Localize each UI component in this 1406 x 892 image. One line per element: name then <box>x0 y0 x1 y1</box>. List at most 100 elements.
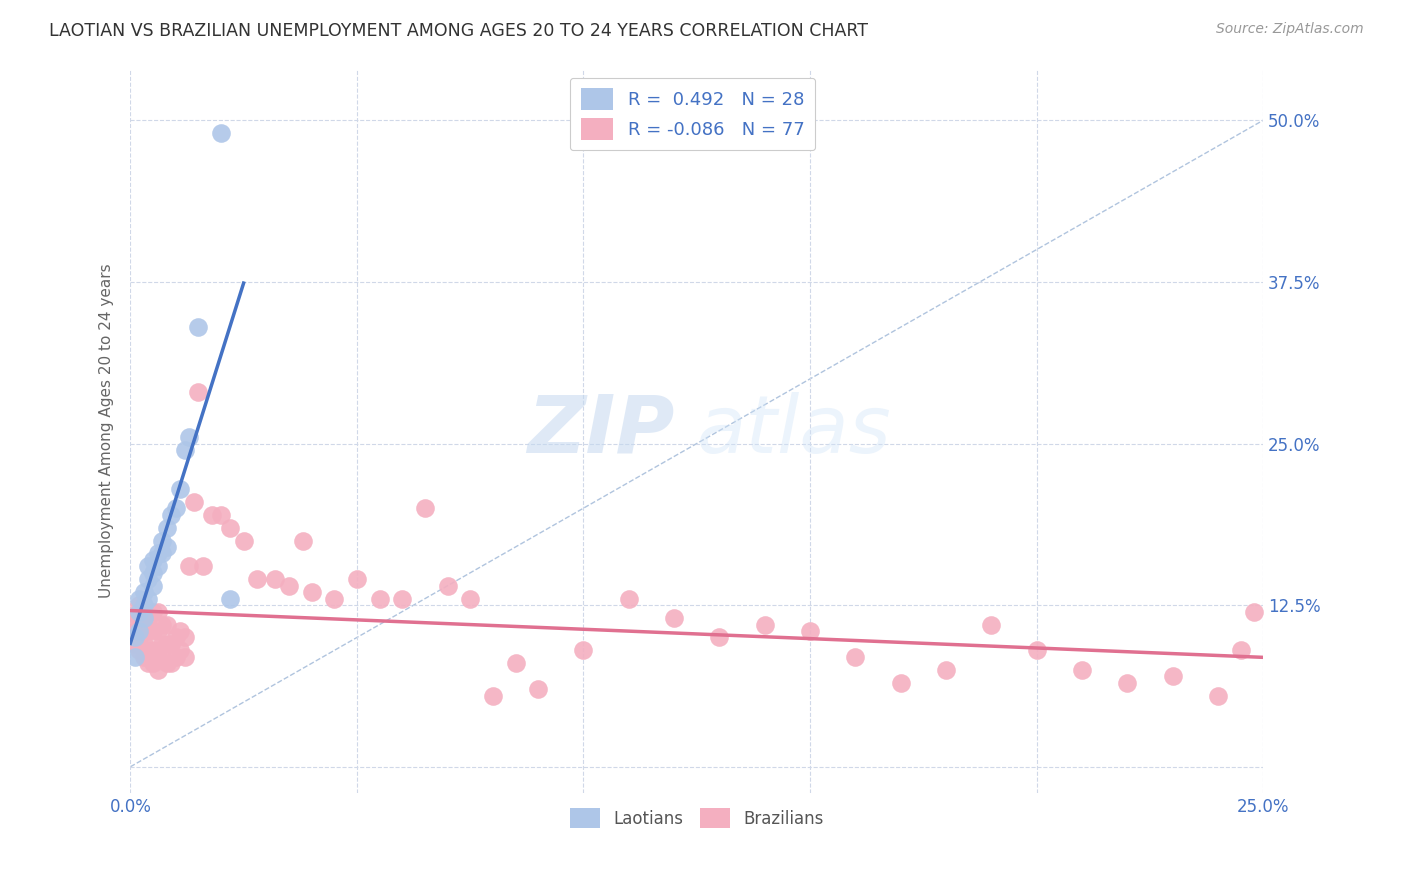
Point <box>132 617 155 632</box>
Point <box>323 591 346 606</box>
Point <box>155 520 177 534</box>
Point <box>138 572 160 586</box>
Y-axis label: Unemployment Among Ages 20 to 24 years: Unemployment Among Ages 20 to 24 years <box>100 263 114 598</box>
Point <box>132 611 155 625</box>
Point <box>150 617 173 632</box>
Point <box>146 546 169 560</box>
Point <box>128 598 150 612</box>
Legend: Laotians, Brazilians: Laotians, Brazilians <box>564 801 831 835</box>
Point <box>146 624 169 638</box>
Point <box>150 649 173 664</box>
Point <box>1071 663 1094 677</box>
Point <box>142 605 165 619</box>
Point <box>1243 605 1265 619</box>
Point <box>264 572 287 586</box>
Point <box>169 482 191 496</box>
Point <box>527 682 550 697</box>
Point <box>246 572 269 586</box>
Point <box>138 657 160 671</box>
Point <box>128 611 150 625</box>
Point <box>165 631 187 645</box>
Point <box>138 611 160 625</box>
Point <box>124 631 146 645</box>
Text: LAOTIAN VS BRAZILIAN UNEMPLOYMENT AMONG AGES 20 TO 24 YEARS CORRELATION CHART: LAOTIAN VS BRAZILIAN UNEMPLOYMENT AMONG … <box>49 22 869 40</box>
Point <box>150 637 173 651</box>
Point <box>391 591 413 606</box>
Point <box>368 591 391 606</box>
Point <box>128 631 150 645</box>
Point <box>1206 689 1229 703</box>
Point <box>482 689 505 703</box>
Point <box>209 508 232 522</box>
Point <box>169 643 191 657</box>
Point <box>346 572 368 586</box>
Point <box>754 617 776 632</box>
Point <box>128 591 150 606</box>
Point <box>291 533 314 548</box>
Point <box>183 494 205 508</box>
Point <box>709 631 731 645</box>
Point <box>505 657 527 671</box>
Point <box>890 675 912 690</box>
Point <box>150 546 173 560</box>
Point <box>572 643 595 657</box>
Point <box>209 126 232 140</box>
Point <box>142 566 165 580</box>
Text: Source: ZipAtlas.com: Source: ZipAtlas.com <box>1216 22 1364 37</box>
Point <box>142 553 165 567</box>
Point <box>142 624 165 638</box>
Text: atlas: atlas <box>697 392 891 469</box>
Point <box>413 501 436 516</box>
Point <box>458 591 481 606</box>
Point <box>1161 669 1184 683</box>
Point <box>146 605 169 619</box>
Point <box>169 624 191 638</box>
Point <box>138 624 160 638</box>
Point <box>155 617 177 632</box>
Point <box>301 585 323 599</box>
Point <box>232 533 254 548</box>
Point <box>173 649 195 664</box>
Point <box>1116 675 1139 690</box>
Point <box>219 591 242 606</box>
Point <box>128 643 150 657</box>
Point <box>132 637 155 651</box>
Point <box>138 591 160 606</box>
Point <box>155 540 177 554</box>
Point <box>799 624 821 638</box>
Point <box>173 442 195 457</box>
Point <box>124 624 146 638</box>
Point <box>201 508 224 522</box>
Point <box>146 643 169 657</box>
Point <box>155 637 177 651</box>
Point <box>155 657 177 671</box>
Point <box>935 663 957 677</box>
Point <box>128 624 150 638</box>
Point <box>132 649 155 664</box>
Point <box>150 533 173 548</box>
Point <box>980 617 1002 632</box>
Point <box>191 559 214 574</box>
Point <box>142 643 165 657</box>
Point <box>160 508 183 522</box>
Point <box>1229 643 1251 657</box>
Point <box>160 637 183 651</box>
Point <box>146 663 169 677</box>
Point <box>146 559 169 574</box>
Point <box>278 579 301 593</box>
Point <box>436 579 458 593</box>
Point <box>128 605 150 619</box>
Text: ZIP: ZIP <box>527 392 673 469</box>
Point <box>138 643 160 657</box>
Point <box>124 637 146 651</box>
Point <box>132 585 155 599</box>
Point <box>187 384 209 399</box>
Point <box>124 611 146 625</box>
Point <box>132 605 155 619</box>
Point <box>142 657 165 671</box>
Point <box>179 559 201 574</box>
Point <box>1025 643 1047 657</box>
Point <box>165 501 187 516</box>
Point <box>142 579 165 593</box>
Point <box>124 649 146 664</box>
